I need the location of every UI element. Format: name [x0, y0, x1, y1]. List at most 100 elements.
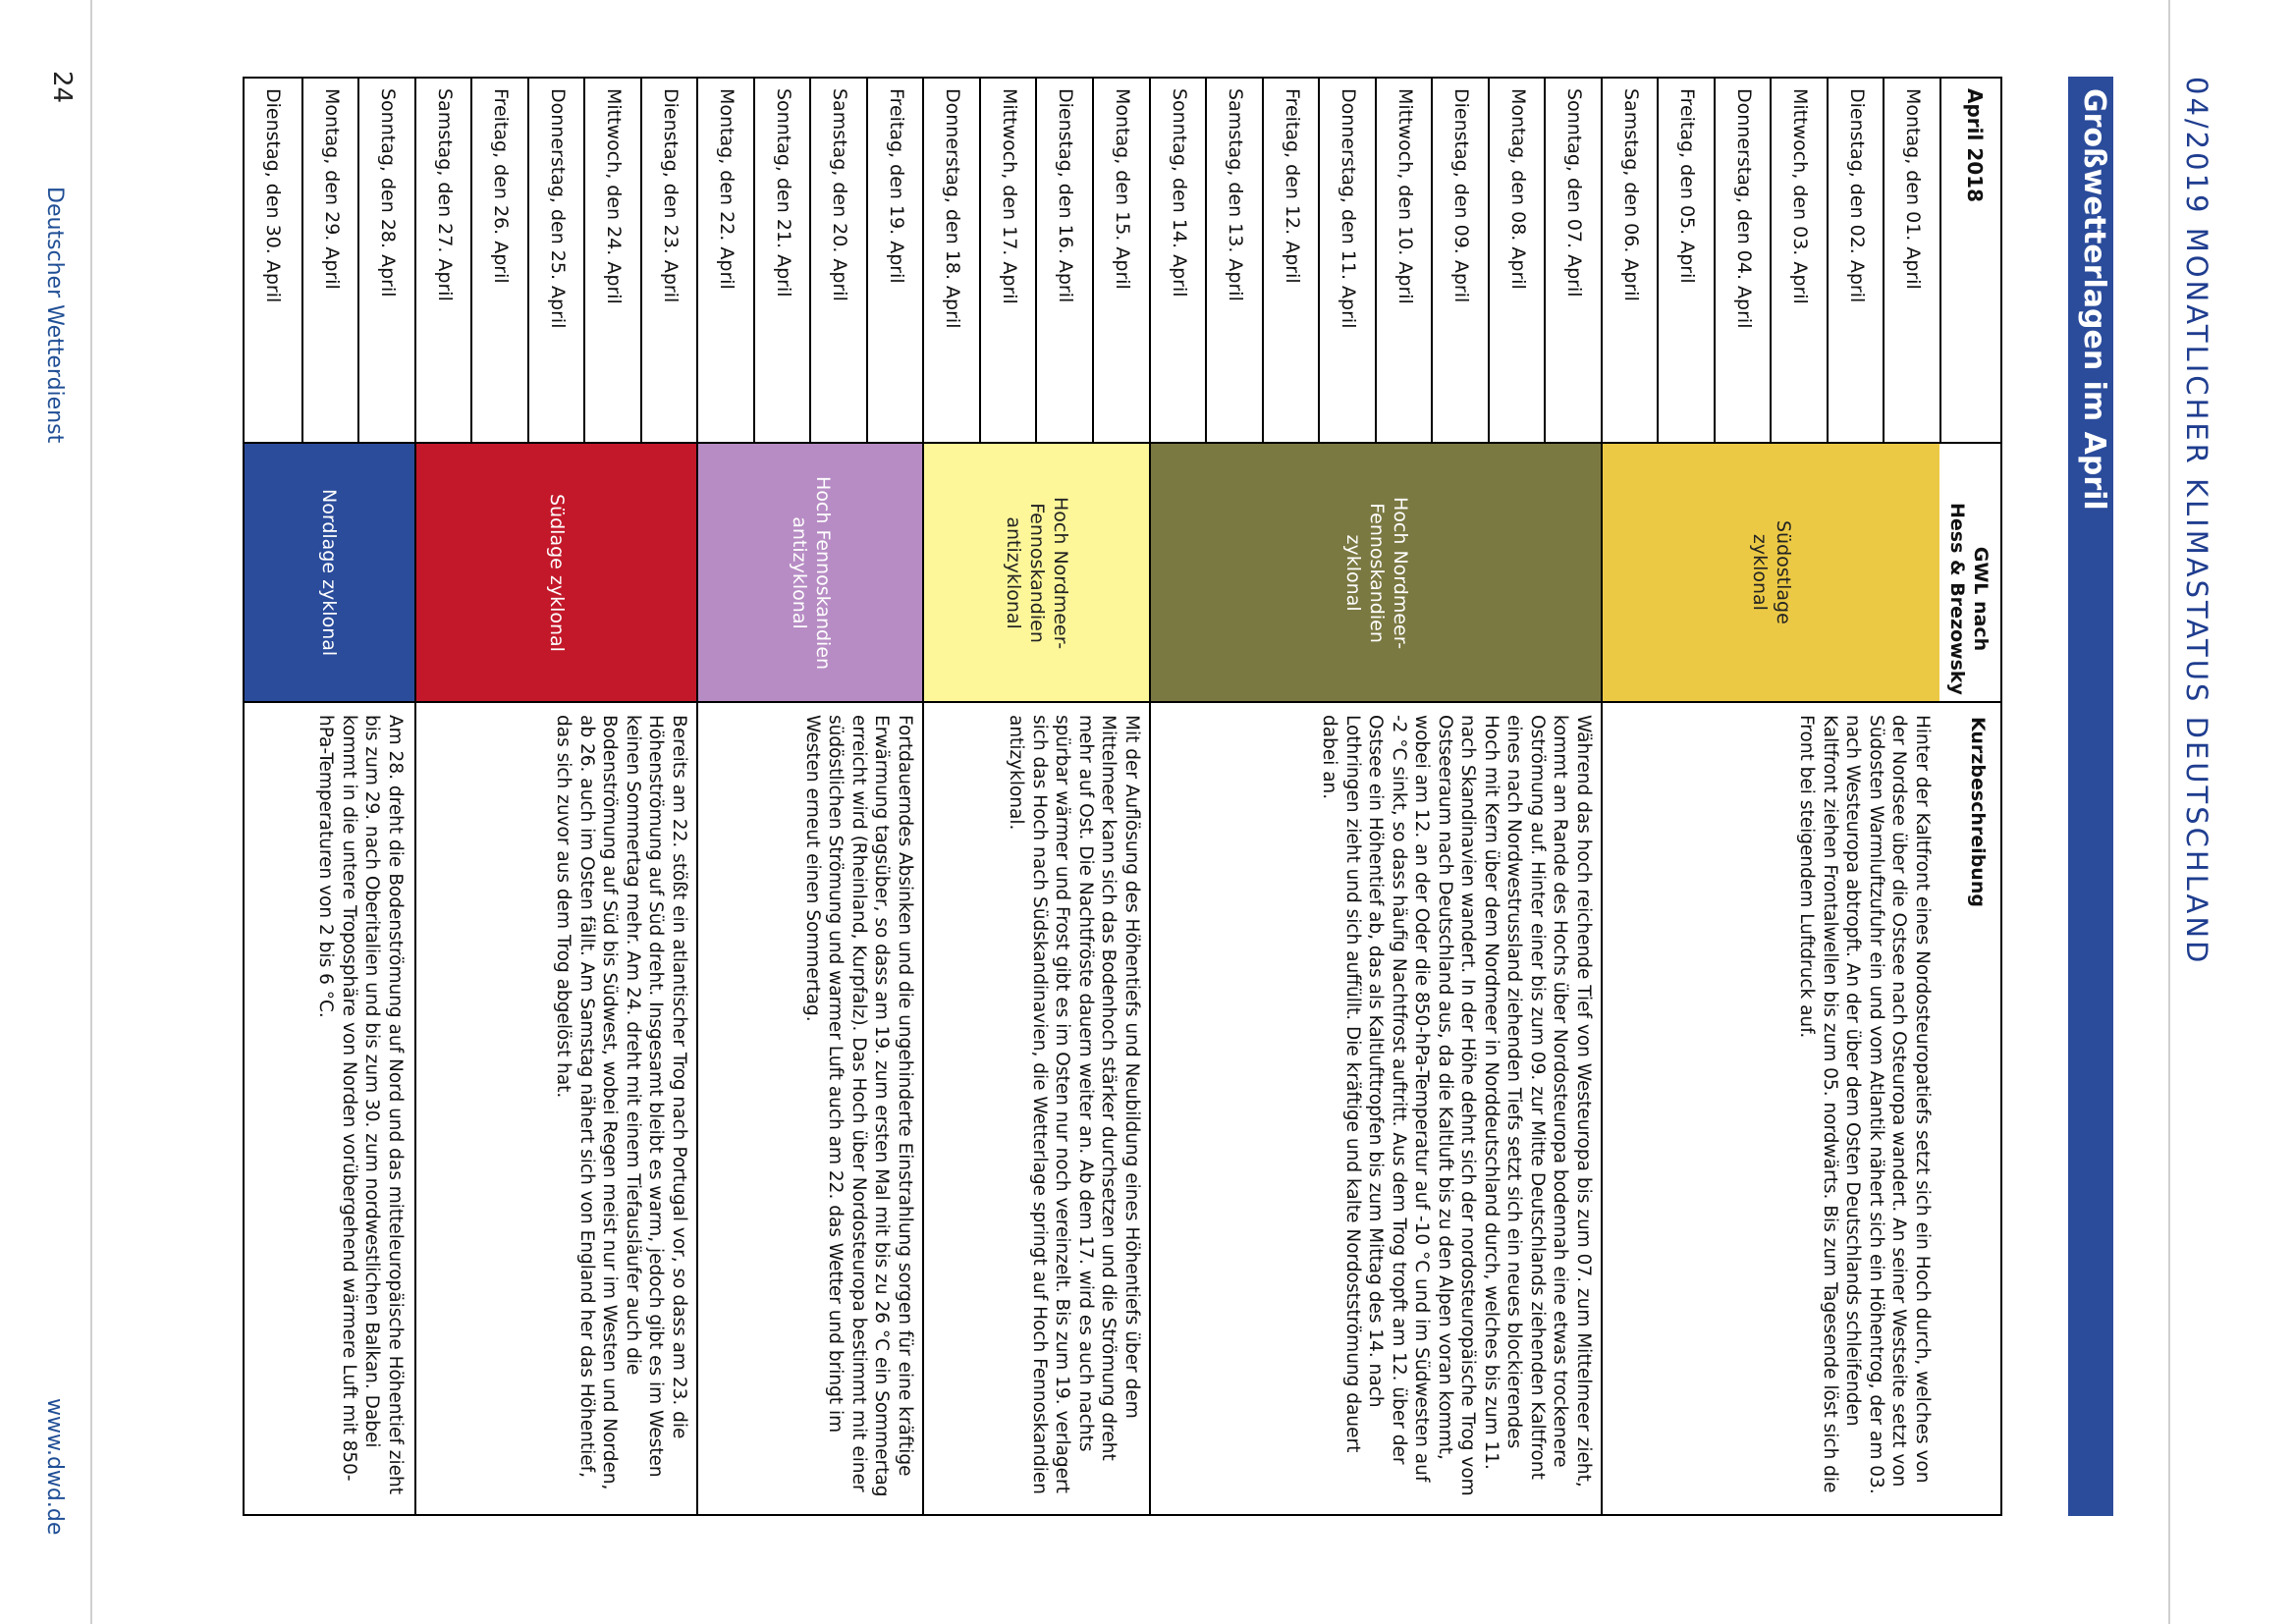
table-row-date: Freitag, den 19. April	[865, 79, 923, 442]
date-label: Mittwoch, den 10. April	[1393, 88, 1416, 304]
gwl-header-label: GWL nach Hess & Brezowsky	[1946, 503, 1992, 695]
date-label: Sonntag, den 28. April	[377, 88, 400, 298]
description-text: Am 28. dreht die Bodenströmung auf Nord …	[315, 715, 406, 1495]
description-header-label: Kurzbeschreibung	[1967, 717, 1989, 907]
table-row-date: Samstag, den 13. April	[1205, 79, 1262, 442]
left-margin-line	[90, 0, 92, 1624]
table-row-date: Donnerstag, den 25. April	[526, 79, 584, 442]
gwl-block: Hoch Fennoskandien antizyklonal	[696, 444, 923, 701]
table-row-date: Donnerstag, den 18. April	[922, 79, 979, 442]
description-block: Hinter der Kaltfront eines Nordosteuropa…	[1600, 703, 1939, 1514]
gwl-block: Südostlage zyklonal	[1600, 444, 1939, 701]
date-label: Mittwoch, den 24. April	[603, 88, 626, 304]
date-label: Dienstag, den 02. April	[1845, 88, 1868, 303]
table-row-date: Sonntag, den 21. April	[752, 79, 810, 442]
gwl-label: Hoch Nordmeer- Fennoskandien zyklonal	[1341, 496, 1411, 649]
description-block: Mit der Auflösung des Höhentiefs und Neu…	[922, 703, 1148, 1514]
date-label: Samstag, den 06. April	[1619, 88, 1642, 301]
table-row-date: Montag, den 15. April	[1092, 79, 1149, 442]
gwl-block: Hoch Nordmeer- Fennoskandien antizyklona…	[922, 444, 1149, 701]
date-label: Freitag, den 19. April	[885, 88, 907, 284]
gwl-block: Südlage zyklonal	[413, 444, 697, 701]
date-label: Dienstag, den 23. April	[659, 88, 682, 303]
gwl-block: Nordlage zyklonal	[245, 444, 414, 701]
table-row-date: Samstag, den 20. April	[809, 79, 866, 442]
description-block: Am 28. dreht die Bodenströmung auf Nord …	[245, 703, 414, 1514]
right-margin-line	[2168, 0, 2170, 1624]
table-row-date: Dienstag, den 09. April	[1431, 79, 1488, 442]
date-label: Dienstag, den 30. April	[262, 88, 284, 303]
description-block: Während das hoch reichende Tief von West…	[1148, 703, 1601, 1514]
table-row-date: Sonntag, den 14. April	[1148, 79, 1206, 442]
table-row-date: Montag, den 22. April	[696, 79, 753, 442]
table-row-date: Samstag, den 06. April	[1600, 79, 1658, 442]
date-label: Sonntag, den 14. April	[1168, 88, 1190, 298]
table-header-gwl: GWL nach Hess & Brezowsky	[1939, 444, 2000, 701]
table-row-date: Dienstag, den 02. April	[1826, 79, 1884, 442]
date-label: Freitag, den 05. April	[1676, 88, 1699, 284]
date-label: Donnerstag, den 18. April	[942, 88, 964, 329]
table-row-date: Mittwoch, den 17. April	[978, 79, 1036, 442]
date-label: Freitag, den 12. April	[1281, 88, 1303, 284]
date-label: Donnerstag, den 25. April	[546, 88, 569, 329]
date-label: Montag, den 22. April	[716, 88, 738, 290]
table-row-date: Donnerstag, den 11. April	[1318, 79, 1375, 442]
date-label: Montag, den 15. April	[1112, 88, 1133, 290]
table-row-date: Dienstag, den 30. April	[245, 79, 301, 442]
gwl-label: Südostlage zyklonal	[1749, 520, 1795, 624]
gwl-label: Hoch Nordmeer- Fennoskandien antizyklona…	[1003, 496, 1072, 649]
gwl-label: Südlage zyklonal	[546, 493, 569, 652]
date-label: Donnerstag, den 04. April	[1732, 88, 1755, 329]
table-row-date: Montag, den 29. April	[300, 79, 358, 442]
table-row-date: Dienstag, den 16. April	[1035, 79, 1092, 442]
page-title: Großwetterlagen im April	[2077, 88, 2111, 511]
date-label: Sonntag, den 21. April	[772, 88, 794, 298]
page-number: 24	[47, 71, 77, 104]
description-text: Mit der Auflösung des Höhentiefs und Neu…	[1006, 715, 1142, 1494]
date-label: Mittwoch, den 17. April	[998, 88, 1020, 304]
table-row-date: Donnerstag, den 04. April	[1713, 79, 1771, 442]
page-header: 04/2019 MONATLICHER KLIMASTATUS DEUTSCHL…	[2180, 77, 2213, 966]
date-label: Dienstag, den 16. April	[1055, 88, 1077, 303]
date-label: Donnerstag, den 11. April	[1338, 88, 1360, 329]
gwl-block: Hoch Nordmeer- Fennoskandien zyklonal	[1148, 444, 1601, 701]
table-row-date: Freitag, den 12. April	[1261, 79, 1319, 442]
date-label: Samstag, den 27. April	[433, 88, 456, 301]
column-divider-1	[245, 442, 2000, 444]
date-label: Montag, den 01. April	[1902, 88, 1925, 290]
table-row-date: Sonntag, den 07. April	[1544, 79, 1601, 442]
gwl-label: Hoch Fennoskandien antizyklonal	[789, 475, 835, 670]
header-month-label: April 2018	[1963, 88, 1987, 202]
table-row-date: Samstag, den 27. April	[413, 79, 471, 442]
date-label: Montag, den 29. April	[320, 88, 343, 290]
date-label: Mittwoch, den 03. April	[1789, 88, 1812, 304]
date-label: Samstag, den 20. April	[829, 88, 851, 301]
table-row-date: Mittwoch, den 24. April	[583, 79, 640, 442]
table-row-date: Mittwoch, den 03. April	[1770, 79, 1827, 442]
description-block: Bereits am 22. stößt ein atlantischer Tr…	[413, 703, 697, 1514]
table-row-date: Freitag, den 05. April	[1657, 79, 1714, 442]
date-label: Montag, den 08. April	[1506, 88, 1529, 290]
table-row-date: Montag, den 01. April	[1883, 79, 1939, 442]
table-row-date: Montag, den 08. April	[1487, 79, 1545, 442]
description-text: Fortdauerndes Absinken und die ungehinde…	[802, 715, 916, 1497]
table-row-date: Mittwoch, den 10. April	[1374, 79, 1432, 442]
weather-pattern-table: April 2018 Montag, den 01. April Dienstag,…	[243, 77, 2002, 1516]
footer-url: www.dwd.de	[42, 1398, 67, 1536]
table-row-date: Freitag, den 26. April	[470, 79, 527, 442]
table-header-date: April 2018	[1939, 79, 2000, 442]
description-text: Hinter der Kaltfront eines Nordosteuropa…	[1796, 715, 1933, 1494]
footer-publisher: Deutscher Wetterdienst	[42, 187, 67, 444]
table-row-date: Sonntag, den 28. April	[357, 79, 414, 442]
description-text: Während das hoch reichende Tief von West…	[1319, 715, 1594, 1496]
title-bar: Großwetterlagen im April	[2068, 77, 2113, 1516]
table-row-date: Dienstag, den 23. April	[639, 79, 697, 442]
date-label: Samstag, den 13. April	[1225, 88, 1247, 301]
description-block: Fortdauerndes Absinken und die ungehinde…	[696, 703, 922, 1514]
date-label: Sonntag, den 07. April	[1563, 88, 1586, 298]
date-label: Dienstag, den 09. April	[1450, 88, 1473, 303]
date-label: Freitag, den 26. April	[490, 88, 513, 284]
column-divider-2	[245, 701, 2000, 703]
description-text: Bereits am 22. stößt ein atlantischer Tr…	[553, 715, 690, 1490]
